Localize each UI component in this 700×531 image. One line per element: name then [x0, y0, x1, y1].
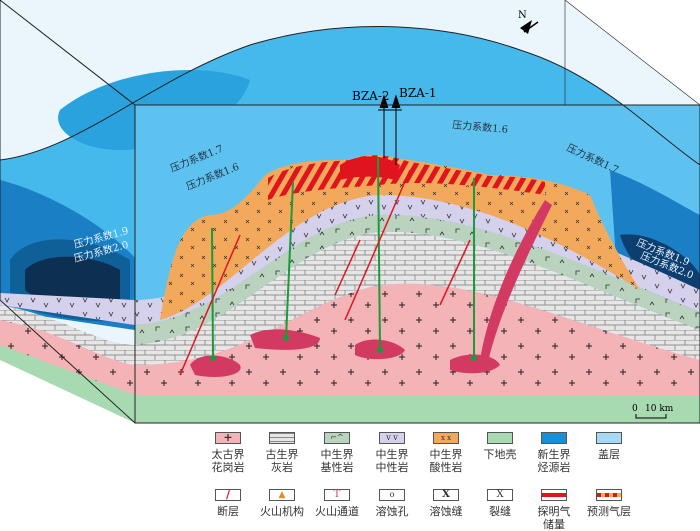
- legend-label: 裂缝: [489, 505, 511, 518]
- legend-label: 太古界 花岗岩: [211, 448, 245, 474]
- scale-value: 10 km: [645, 404, 674, 414]
- well-label-bza2: BZA-2: [352, 89, 390, 103]
- legend-item-acidic-rock: x x 中生界 酸性岩: [416, 432, 476, 474]
- well-label-bza1: BZA-1: [399, 86, 437, 100]
- source-rock-icon: [541, 432, 567, 444]
- legend-label: 溶蚀缝: [429, 505, 463, 518]
- legend-label: 新生界 烃源岩: [537, 448, 571, 474]
- legend-item-predicted-gas: 预测气层: [579, 489, 639, 518]
- intermediate-v-icon: v v: [379, 432, 405, 444]
- north-arrow-icon: N: [518, 10, 539, 34]
- legend-label: 断层: [217, 505, 239, 518]
- legend-label: 溶蚀孔: [375, 505, 409, 518]
- scale-zero: 0: [632, 404, 638, 414]
- legend-label: 古生界 灰岩: [265, 448, 299, 474]
- legend-label: 预测气层: [587, 505, 631, 518]
- legend-item-volcanic-channel: T 火山通道: [307, 489, 367, 518]
- legend-label: 中生界 中性岩: [375, 448, 409, 474]
- scale-bar: 0 10 km: [632, 404, 674, 419]
- volcano-icon: ▲: [269, 489, 295, 501]
- legend-item-volcano: ▲ 火山机构: [252, 489, 312, 518]
- legend-label: 探明气 储量: [537, 505, 571, 531]
- acidic-x-icon: x x: [433, 432, 459, 444]
- faults: [179, 169, 471, 376]
- legend-label: 中生界 酸性岩: [429, 448, 463, 474]
- legend-label: 中生界 基性岩: [320, 448, 354, 474]
- legend-item-fault: / 断层: [198, 489, 258, 518]
- legend-item-granite: + 太古界 花岗岩: [198, 432, 258, 474]
- granite-layer: [0, 283, 700, 395]
- predicted-gas-icon: [596, 489, 622, 501]
- limestone-brick-icon: [269, 432, 295, 444]
- block-outline: [0, 0, 700, 424]
- legend-item-lower-crust: 下地壳: [470, 432, 530, 461]
- dissolution-pore-icon: o: [379, 489, 405, 501]
- limestone-layer: [0, 231, 700, 365]
- wells: [211, 157, 475, 359]
- lower-crust-layer: [0, 330, 700, 423]
- block-diagram-svg: BZA-2 BZA-1 压力系数1.7 压力系数1.6 压力系数1.6 压力系数…: [0, 0, 700, 425]
- legend-item-source-rock: 新生界 烃源岩: [524, 432, 584, 474]
- legend-label: 盖层: [598, 448, 620, 461]
- volcanic-channel-icon: T: [324, 489, 350, 501]
- legend-item-dissolution-pore: o 溶蚀孔: [362, 489, 422, 518]
- proven-gas-icon: [541, 489, 567, 501]
- legend-label: 下地壳: [483, 448, 517, 461]
- fracture-icon: X: [487, 489, 513, 501]
- legend-label: 火山机构: [260, 505, 304, 518]
- granite-plus-icon: +: [215, 432, 241, 444]
- legend-item-dissolution-fracture: X 溶蚀缝: [416, 489, 476, 518]
- proven-gas-reserve: [340, 156, 400, 180]
- legend-item-intermediate-rock: v v 中生界 中性岩: [362, 432, 422, 474]
- north-label: N: [518, 10, 527, 21]
- legend-label: 火山通道: [315, 505, 359, 518]
- legend-item-fracture: X 裂缝: [470, 489, 530, 518]
- fault-icon: /: [215, 489, 241, 501]
- basic-rock-icon: ⌐^: [324, 432, 350, 444]
- dissolution-fracture-icon: X: [433, 489, 459, 501]
- legend-item-basic-rock: ⌐^ 中生界 基性岩: [307, 432, 367, 474]
- legend: + 太古界 花岗岩 古生界 灰岩 ⌐^ 中生界 基性岩 v v 中生界 中性岩 x x…: [0, 425, 700, 531]
- cap-layer-icon: [596, 432, 622, 444]
- well-derricks: [378, 94, 402, 165]
- basic-rock-layer: [135, 214, 700, 345]
- legend-item-limestone: 古生界 灰岩: [252, 432, 312, 474]
- lower-crust-icon: [487, 432, 513, 444]
- well-bottoms: [210, 335, 477, 361]
- legend-item-proven-gas: 探明气 储量: [524, 489, 584, 531]
- legend-item-cap-layer: 盖层: [579, 432, 639, 461]
